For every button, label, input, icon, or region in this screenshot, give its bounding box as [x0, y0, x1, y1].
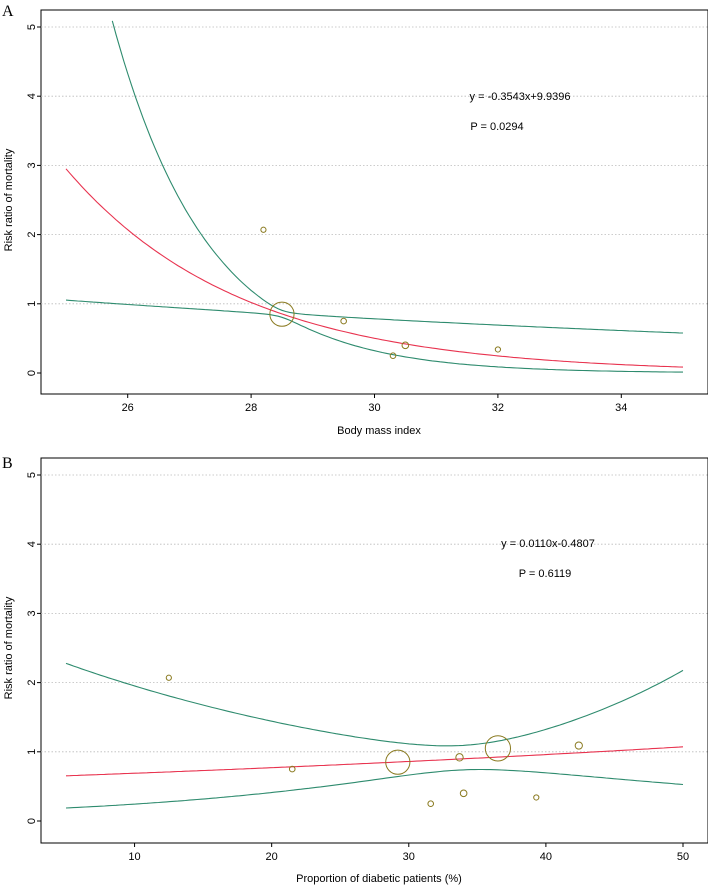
panel-a-x-tick-label: 34	[615, 402, 627, 414]
panel-b-y-tick-label: 0	[26, 818, 38, 824]
panel-a-x-tick-label: 32	[492, 402, 504, 414]
panel-a-data-point	[401, 341, 410, 350]
panel-a-equation: y = -0.3543x+9.9396	[470, 91, 571, 103]
panel-a-ci-lower-line	[65, 299, 683, 373]
panel-b-equation: y = 0.0110x-0.4807	[501, 538, 595, 550]
panel-b-y-tick-label: 4	[26, 541, 38, 547]
panel-b-ci-upper-line	[65, 662, 684, 747]
panel-a-x-tick-label: 28	[245, 402, 257, 414]
panel-b-data-point	[427, 800, 435, 808]
panel-a-data-point	[260, 226, 267, 233]
panel-b-x-tick-label: 50	[677, 851, 689, 863]
panel-b-grid	[41, 474, 708, 753]
panel-a-plot-frame	[40, 9, 708, 395]
panel-a-data-point	[494, 346, 501, 353]
panel-a-data-point	[269, 301, 295, 327]
panel-b-x-tick-label: 40	[540, 851, 552, 863]
panel-b-data-point	[484, 735, 511, 762]
panel-a-y-tick-label: 5	[26, 24, 38, 30]
panel-a-x-tick-label: 26	[122, 402, 134, 414]
panel-b-data-point	[574, 741, 583, 750]
panel-a-y-tick-label: 2	[26, 232, 38, 238]
panel-b-data-point	[165, 674, 172, 681]
panel-a-y-label: Risk ratio of mortality	[3, 148, 15, 251]
panel-a-y-tick-label: 3	[26, 162, 38, 168]
panel-a-data-point	[389, 352, 397, 360]
panel-b-points	[165, 674, 583, 808]
panel-b-x-label: Proportion of diabetic patients (%)	[296, 873, 462, 885]
panel-a-y-axis: 0 1 2 3 4 5	[26, 24, 41, 376]
panel-a-ci-upper-line	[111, 20, 684, 334]
panel-b-y-tick-label: 1	[26, 749, 38, 755]
panel-b-label: B	[2, 455, 13, 472]
panel-b-p-value: P = 0.6119	[519, 568, 572, 580]
panel-b-data-point	[385, 749, 411, 775]
panel-a-data-point	[340, 317, 347, 325]
panel-b-y-label: Risk ratio of mortality	[3, 596, 15, 699]
panel-b-data-point	[533, 794, 540, 801]
panel-b-y-tick-label: 3	[26, 610, 38, 616]
panel-b: B 10 20 30 40 50 0 1 2 3 4 5 y = 0.0110x-0.4807 P…	[2, 455, 708, 885]
panel-a-points	[260, 226, 501, 360]
panel-b-x-tick-label: 20	[266, 851, 278, 863]
panel-a-p-value: P = 0.0294	[470, 121, 523, 133]
panel-a-grid	[41, 26, 708, 305]
panel-a-y-tick-label: 4	[26, 93, 38, 99]
panel-a-x-tick-label: 30	[368, 402, 380, 414]
panel-a-x-label: Body mass index	[337, 425, 421, 437]
panel-b-plot-frame	[40, 457, 708, 844]
panel-b-y-tick-label: 2	[26, 680, 38, 686]
panel-b-regression-line	[65, 746, 684, 777]
panel-b-x-tick-label: 30	[403, 851, 415, 863]
panel-a-label: A	[2, 3, 14, 20]
panel-b-data-point	[455, 753, 464, 762]
panel-b-x-tick-label: 10	[128, 851, 140, 863]
panel-b-ci-lower-line	[65, 768, 684, 809]
panel-b-y-tick-label: 5	[26, 472, 38, 478]
panel-a-y-tick-label: 1	[26, 301, 38, 307]
panel-b-y-axis: 0 1 2 3 4 5	[26, 472, 41, 824]
panel-a-y-tick-label: 0	[26, 370, 38, 376]
panel-a-x-axis: 26 28 30 32 34	[122, 394, 627, 414]
panel-b-data-point	[288, 765, 296, 773]
panel-a-regression-line	[65, 168, 684, 368]
panel-b-data-point	[459, 789, 468, 798]
panel-b-x-axis: 10 20 30 40 50	[128, 843, 689, 863]
